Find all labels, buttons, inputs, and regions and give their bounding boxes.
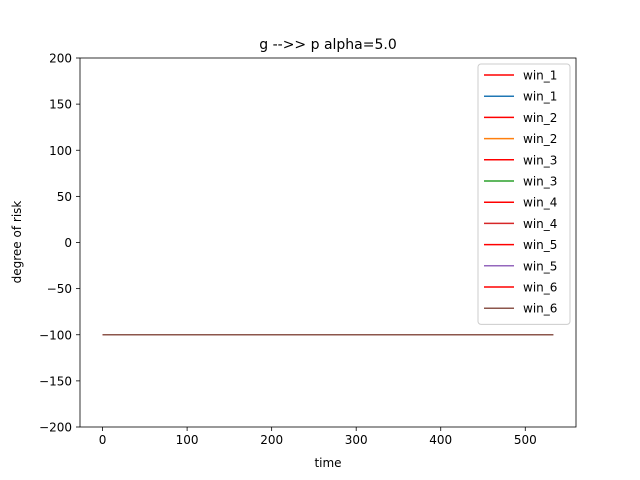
y-tick-label: 50 <box>57 190 72 204</box>
x-ticks: 0 100 200 300 400 500 <box>99 427 537 447</box>
y-tick-label: 200 <box>49 52 72 66</box>
y-axis-label: degree of risk <box>10 201 24 284</box>
x-tick-label: 400 <box>429 433 452 447</box>
legend-label: win_5 <box>523 238 557 252</box>
y-tick-label: −50 <box>47 282 72 296</box>
chart-title: g -->> p alpha=5.0 <box>259 37 397 53</box>
x-tick-label: 500 <box>514 433 537 447</box>
legend-label: win_4 <box>523 217 557 231</box>
legend-label: win_1 <box>523 69 557 83</box>
legend-label: win_3 <box>523 153 557 167</box>
legend-label: win_4 <box>523 196 557 210</box>
y-ticks: −200 −150 −100 −50 0 50 100 150 200 <box>39 52 80 435</box>
y-tick-label: 100 <box>49 144 72 158</box>
legend-label: win_2 <box>523 132 557 146</box>
x-tick-label: 300 <box>345 433 368 447</box>
y-tick-label: −100 <box>39 328 72 342</box>
legend-box <box>477 63 571 325</box>
x-axis-label: time <box>314 456 341 470</box>
y-tick-label: 0 <box>64 236 72 250</box>
y-tick-label: −200 <box>39 421 72 435</box>
y-tick-label: 150 <box>49 98 72 112</box>
legend-label: win_6 <box>523 302 557 316</box>
x-tick-label: 0 <box>99 433 107 447</box>
x-tick-label: 100 <box>176 433 199 447</box>
legend-label: win_1 <box>523 90 557 104</box>
legend-label: win_2 <box>523 111 557 125</box>
y-tick-label: −150 <box>39 374 72 388</box>
legend-label: win_3 <box>523 175 557 189</box>
legend-label: win_6 <box>523 281 557 295</box>
legend-label: win_5 <box>523 259 557 273</box>
legend: win_1 win_1 win_2 win_2 win_3 win_3 win_4 win_4… <box>477 63 571 325</box>
x-tick-label: 200 <box>260 433 283 447</box>
